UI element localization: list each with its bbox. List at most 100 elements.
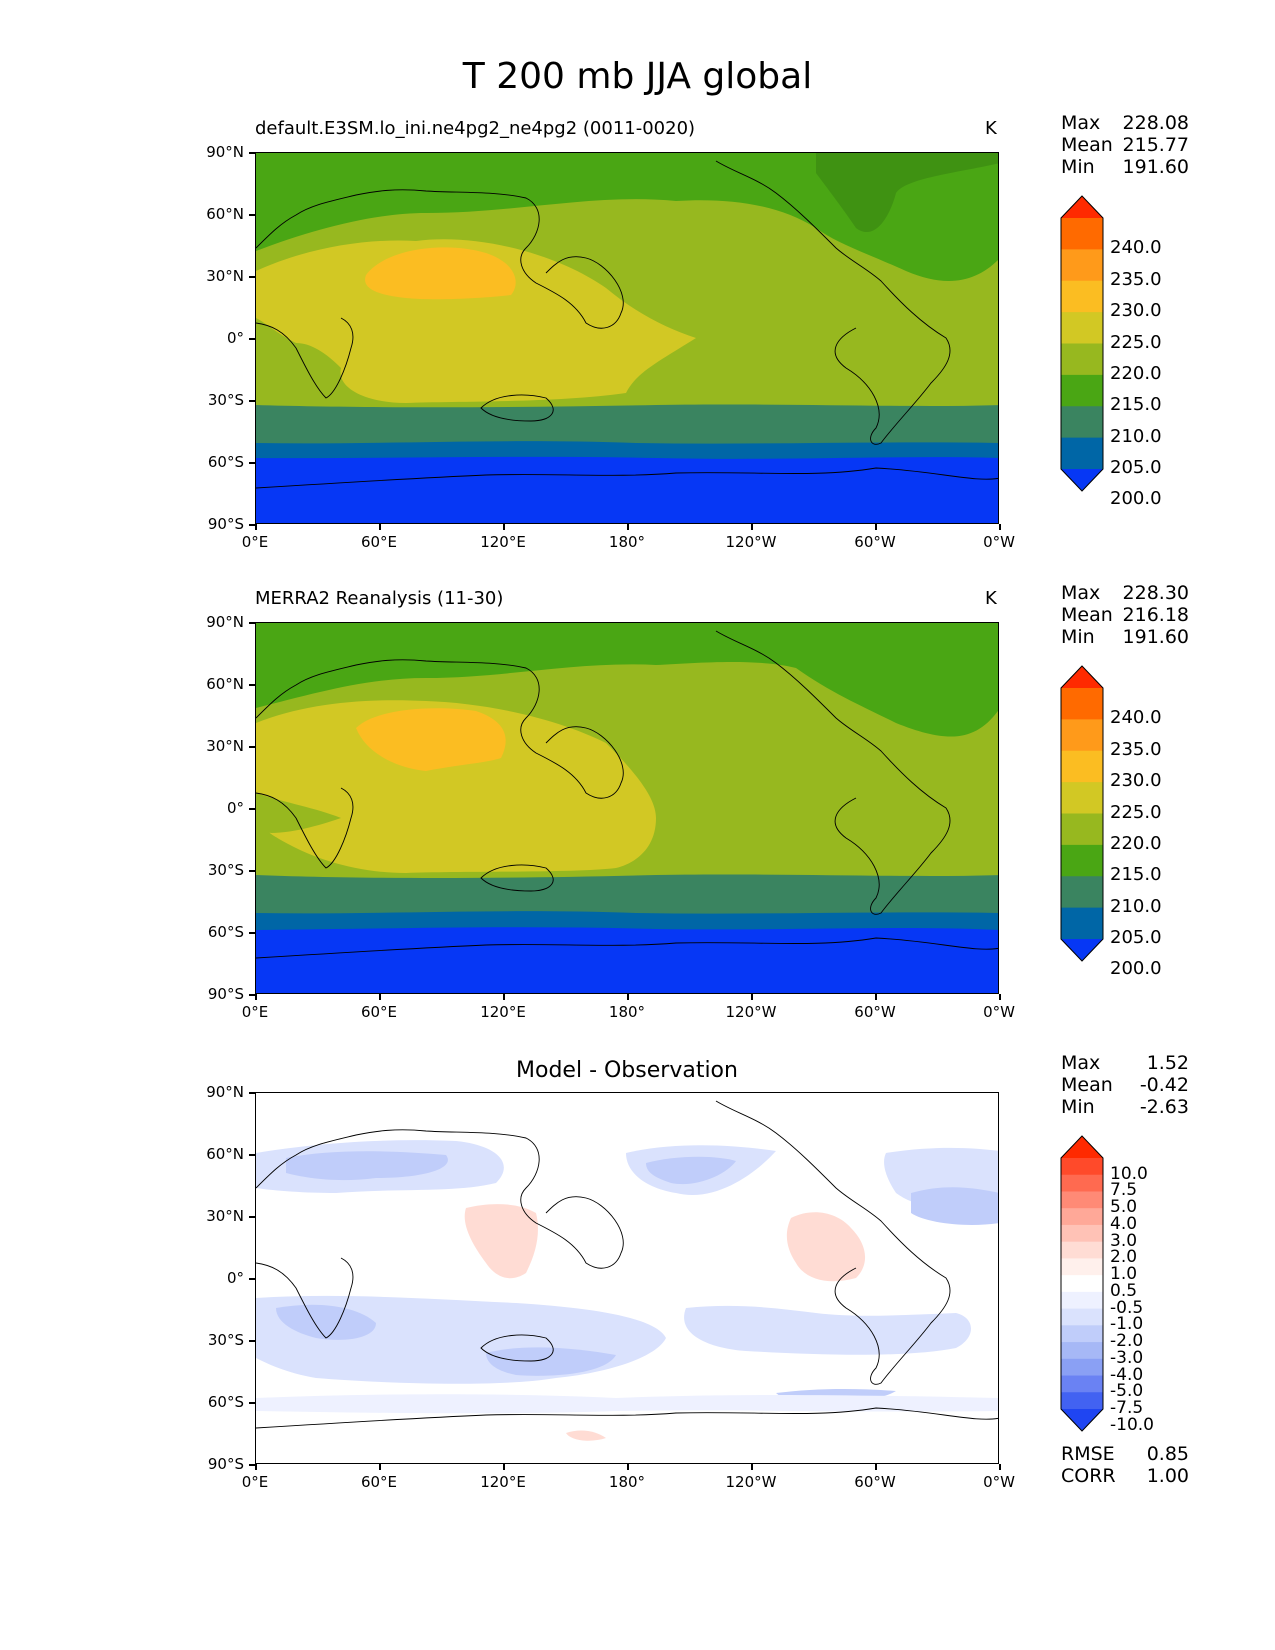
y-tick-label: 0° bbox=[226, 1269, 244, 1287]
panel-stats: Max 228.30 Mean 216.18 Min 191.60 bbox=[1061, 582, 1189, 648]
colorbar-extend-min bbox=[1061, 939, 1103, 961]
figure-title: T 200 mb JJA global bbox=[462, 56, 813, 97]
stat-min-value: 191.60 bbox=[1122, 156, 1189, 178]
y-tick-mark bbox=[249, 1402, 255, 1404]
colorbar-tick-label: 240.0 bbox=[1110, 707, 1162, 729]
colorbar-segment bbox=[1061, 1258, 1103, 1276]
colorbar-tick-label: 225.0 bbox=[1110, 331, 1162, 353]
colorbar-graphic bbox=[1060, 195, 1104, 492]
y-tick-label: 90°S bbox=[207, 515, 244, 533]
x-tick-mark bbox=[255, 524, 257, 530]
reference-field-contours bbox=[256, 623, 998, 993]
y-tick-label: 60°N bbox=[206, 1145, 244, 1163]
y-tick-label: 30°S bbox=[207, 391, 244, 409]
colorbar-tick-label: -0.5 bbox=[1110, 1297, 1144, 1318]
y-tick-label: 90°N bbox=[206, 1083, 244, 1101]
metric-corr-label: CORR bbox=[1061, 1465, 1116, 1487]
y-tick-mark bbox=[249, 338, 255, 340]
y-tick-label: 90°S bbox=[207, 1455, 244, 1473]
y-tick-mark bbox=[249, 684, 255, 686]
colorbar-tick-label: 230.0 bbox=[1110, 300, 1162, 322]
stat-max-label: Max bbox=[1061, 112, 1101, 134]
stat-min-label: Min bbox=[1061, 626, 1095, 648]
y-tick-label: 0° bbox=[226, 329, 244, 347]
colorbar-segment bbox=[1061, 1291, 1103, 1310]
metric-rmse-value: 0.85 bbox=[1146, 1443, 1189, 1465]
colorbar-tick-label: 210.0 bbox=[1110, 425, 1162, 447]
y-tick-mark bbox=[249, 276, 255, 278]
colorbar-segment bbox=[1061, 813, 1103, 846]
map-reference bbox=[255, 622, 999, 994]
colorbar-segment bbox=[1061, 1208, 1103, 1226]
colorbar-tick-label: -2.0 bbox=[1110, 1331, 1144, 1352]
x-tick-label: 60°E bbox=[360, 1003, 398, 1021]
colorbar-segment bbox=[1061, 844, 1103, 877]
panel-stats: Max 228.08 Mean 215.77 Min 191.60 bbox=[1061, 112, 1189, 178]
colorbar-segment bbox=[1061, 907, 1103, 940]
colorbar-segment bbox=[1061, 218, 1103, 250]
colorbar-tick-label: 5.0 bbox=[1110, 1197, 1138, 1218]
stat-mean-value: 216.18 bbox=[1122, 604, 1189, 626]
stat-max-label: Max bbox=[1061, 582, 1101, 604]
y-tick-mark bbox=[249, 994, 255, 996]
colorbar-tick-label: 235.0 bbox=[1110, 268, 1162, 290]
colorbar-tick-label: 235.0 bbox=[1110, 738, 1162, 760]
y-tick-mark bbox=[249, 746, 255, 748]
y-tick-label: 30°N bbox=[206, 737, 244, 755]
colorbar-extend-max bbox=[1061, 196, 1103, 218]
x-tick-mark bbox=[503, 524, 505, 530]
x-tick-mark bbox=[751, 524, 753, 530]
colorbar-tick-label: -4.0 bbox=[1110, 1364, 1144, 1385]
x-tick-label: 180° bbox=[608, 1473, 646, 1491]
colorbar-segment bbox=[1061, 1308, 1103, 1326]
colorbar-segment bbox=[1061, 719, 1103, 752]
panel-stats: Max 1.52 Mean -0.42 Min -2.63 bbox=[1061, 1052, 1189, 1118]
x-tick-mark bbox=[379, 994, 381, 1000]
x-tick-mark bbox=[875, 1464, 877, 1470]
x-tick-label: 60°W bbox=[854, 1003, 896, 1021]
colorbar-tick-label: 10.0 bbox=[1110, 1163, 1148, 1184]
colorbar-segment bbox=[1061, 1158, 1103, 1176]
colorbar-segment bbox=[1061, 1375, 1103, 1393]
difference-field-contours bbox=[256, 1093, 998, 1463]
colorbar-tick-label: 1.0 bbox=[1110, 1264, 1138, 1285]
colorbar-tick-label: 215.0 bbox=[1110, 864, 1162, 886]
colorbar-segment bbox=[1061, 876, 1103, 909]
x-tick-mark bbox=[503, 994, 505, 1000]
colorbar-segment bbox=[1061, 688, 1103, 720]
colorbar-graphic bbox=[1060, 1135, 1104, 1432]
x-tick-mark bbox=[255, 994, 257, 1000]
colorbar-tick-label: 205.0 bbox=[1110, 457, 1162, 478]
x-tick-label: 120°W bbox=[725, 1473, 777, 1491]
x-tick-mark bbox=[875, 994, 877, 1000]
colorbar-tick-label: 2.0 bbox=[1110, 1247, 1138, 1268]
colorbar-segment bbox=[1061, 750, 1103, 783]
colorbar-graphic bbox=[1060, 665, 1104, 962]
y-tick-mark bbox=[249, 1278, 255, 1280]
y-tick-label: 60°S bbox=[207, 1393, 244, 1411]
panel-metrics: RMSE 0.85 CORR 1.00 bbox=[1061, 1443, 1189, 1487]
colorbar-tick-label: 210.0 bbox=[1110, 895, 1162, 917]
stat-min-value: -2.63 bbox=[1139, 1096, 1189, 1118]
y-tick-mark bbox=[249, 870, 255, 872]
y-tick-label: 30°S bbox=[207, 861, 244, 879]
colorbar-tick-label: 200.0 bbox=[1110, 958, 1162, 980]
colorbar-segment bbox=[1061, 1342, 1103, 1360]
colorbar-segment bbox=[1061, 1174, 1103, 1192]
stat-mean-label: Mean bbox=[1061, 134, 1113, 156]
colorbar-tick-label: 3.0 bbox=[1110, 1230, 1138, 1251]
colorbar-segment bbox=[1061, 280, 1103, 313]
x-tick-label: 180° bbox=[608, 1003, 646, 1021]
y-tick-mark bbox=[249, 932, 255, 934]
x-tick-label: 0°E bbox=[241, 533, 269, 551]
stat-min-label: Min bbox=[1061, 1096, 1095, 1118]
colorbar-tick-label: 200.0 bbox=[1110, 488, 1162, 510]
panel-difference: Model - Observation bbox=[0, 940, 1275, 1491]
stat-max-label: Max bbox=[1061, 1052, 1101, 1074]
y-tick-mark bbox=[249, 1092, 255, 1094]
colorbar-segment bbox=[1061, 1224, 1103, 1243]
x-tick-label: 120°E bbox=[480, 1473, 526, 1491]
stat-mean-label: Mean bbox=[1061, 604, 1113, 626]
colorbar-segment bbox=[1061, 1241, 1103, 1259]
colorbar-tick-label: 205.0 bbox=[1110, 927, 1162, 948]
